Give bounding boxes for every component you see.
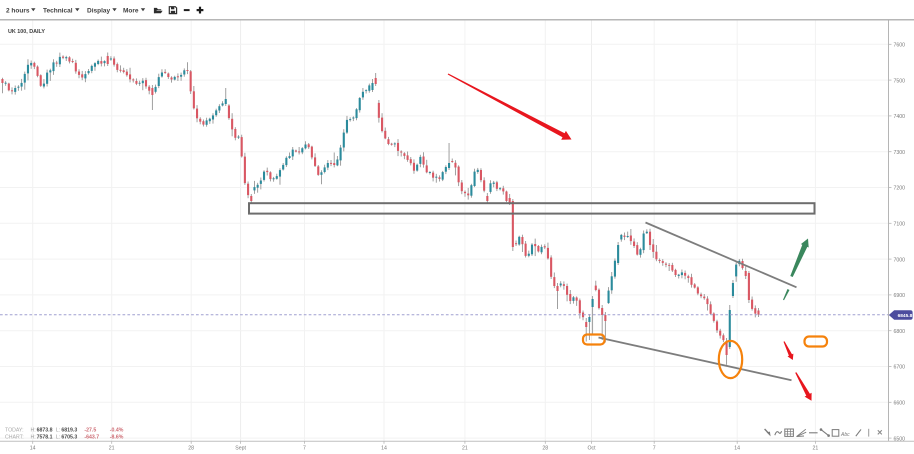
svg-text:6845.8: 6845.8 xyxy=(898,313,913,319)
svg-text:6819.3: 6819.3 xyxy=(61,428,77,434)
svg-text:14: 14 xyxy=(734,446,740,452)
svg-text:-27.5: -27.5 xyxy=(84,428,96,434)
svg-text:UK 100, DAILY: UK 100, DAILY xyxy=(8,29,45,35)
svg-text:L:: L: xyxy=(56,434,60,440)
svg-text:6705.3: 6705.3 xyxy=(61,434,77,440)
svg-text:6700: 6700 xyxy=(894,365,906,371)
svg-text:2 hours: 2 hours xyxy=(6,7,30,14)
svg-text:More: More xyxy=(123,7,139,14)
svg-text:21: 21 xyxy=(462,446,468,452)
svg-text:6873.8: 6873.8 xyxy=(37,428,53,434)
svg-text:Oct: Oct xyxy=(587,446,596,452)
svg-text:7100: 7100 xyxy=(894,222,906,228)
svg-text:6500: 6500 xyxy=(894,436,906,442)
svg-text:-643.7: -643.7 xyxy=(84,434,99,440)
svg-text:14: 14 xyxy=(30,446,36,452)
svg-text:7: 7 xyxy=(303,446,306,452)
svg-text:L:: L: xyxy=(56,428,60,434)
svg-text:6800: 6800 xyxy=(894,329,906,335)
svg-text:TODAY:: TODAY: xyxy=(5,428,24,434)
svg-text:-8.6%: -8.6% xyxy=(110,434,124,440)
svg-text:7600: 7600 xyxy=(894,43,906,49)
svg-text:28: 28 xyxy=(188,446,194,452)
svg-text:7578.1: 7578.1 xyxy=(37,434,53,440)
svg-text:Display: Display xyxy=(87,7,111,14)
svg-text:6900: 6900 xyxy=(894,293,906,299)
svg-text:Sept: Sept xyxy=(235,446,246,452)
svg-text:6600: 6600 xyxy=(894,401,906,407)
svg-text:CHART:: CHART: xyxy=(5,434,24,440)
svg-text:14: 14 xyxy=(381,446,387,452)
svg-text:21: 21 xyxy=(109,446,115,452)
svg-text:H:: H: xyxy=(31,428,36,434)
svg-text:7300: 7300 xyxy=(894,150,906,156)
svg-text:7000: 7000 xyxy=(894,257,906,263)
svg-text:7500: 7500 xyxy=(894,78,906,84)
svg-text:28: 28 xyxy=(542,446,548,452)
svg-text:Abc: Abc xyxy=(840,432,850,438)
svg-text:Technical: Technical xyxy=(43,7,73,14)
svg-text:21: 21 xyxy=(813,446,819,452)
svg-text:-0.4%: -0.4% xyxy=(110,428,124,434)
svg-text:7: 7 xyxy=(653,446,656,452)
svg-text:7200: 7200 xyxy=(894,186,906,192)
svg-text:H:: H: xyxy=(31,434,36,440)
svg-text:7400: 7400 xyxy=(894,114,906,120)
